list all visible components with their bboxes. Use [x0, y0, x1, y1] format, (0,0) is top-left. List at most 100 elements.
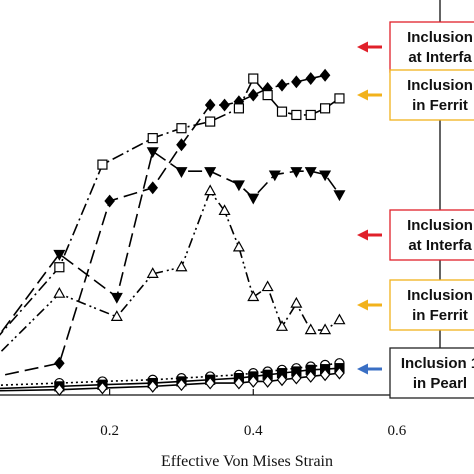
- data-point: [247, 193, 260, 205]
- data-point: [232, 180, 245, 192]
- data-point: [333, 313, 346, 325]
- data-point: [147, 181, 159, 195]
- x-axis-title: Effective Von Mises Strain: [161, 453, 333, 470]
- series-line: [0, 189, 340, 354]
- data-point: [275, 320, 289, 331]
- data-point: [54, 262, 65, 273]
- data-point: [247, 290, 260, 302]
- data-point: [319, 368, 331, 382]
- annotation-3: Inclusion at Interfa: [357, 209, 474, 261]
- data-point: [333, 190, 346, 202]
- annotation-box: [389, 209, 474, 261]
- series-line: [0, 362, 340, 386]
- data-point: [290, 167, 303, 178]
- x-tick-label: 0.6: [388, 423, 407, 439]
- annotation-text: Inclusion: [407, 77, 473, 94]
- x-tick-label: 0.2: [100, 423, 119, 439]
- series-4: [0, 184, 346, 354]
- data-point: [53, 286, 66, 298]
- annotation-text: in Pearl: [413, 375, 467, 392]
- data-point: [175, 167, 188, 178]
- data-point: [204, 167, 217, 178]
- data-point: [319, 103, 331, 114]
- annotation-1: Inclusion at Interfa: [357, 21, 474, 73]
- data-point: [204, 184, 217, 196]
- data-point: [147, 133, 158, 144]
- annotation-text: at Interfa: [408, 49, 472, 66]
- data-point: [205, 116, 216, 127]
- series-line: [0, 74, 326, 377]
- data-point: [147, 379, 159, 393]
- data-point: [305, 109, 316, 121]
- data-point: [305, 370, 317, 383]
- data-point: [219, 98, 230, 112]
- series-1: [0, 68, 331, 377]
- data-point: [262, 89, 273, 101]
- data-point: [97, 381, 108, 395]
- annotation-box: [389, 347, 474, 399]
- data-point: [110, 310, 123, 321]
- data-point: [268, 170, 281, 182]
- annotation-text: Inclusion: [407, 287, 473, 304]
- data-point: [232, 240, 245, 252]
- data-point: [247, 374, 259, 388]
- data-point: [233, 103, 245, 114]
- data-point: [319, 170, 332, 182]
- x-axis: 0.2 0.4 0.6: [100, 389, 407, 439]
- data-point: [204, 376, 216, 390]
- annotation-arrow-head: [357, 41, 368, 53]
- data-point: [334, 366, 345, 380]
- data-point: [305, 72, 317, 85]
- annotation-arrow-head: [357, 363, 368, 375]
- data-point: [276, 373, 288, 387]
- data-point: [276, 106, 288, 117]
- series-2: [0, 73, 345, 336]
- data-point: [290, 296, 303, 308]
- annotation-text: in Ferrit: [412, 307, 468, 324]
- annotation-box: [389, 69, 474, 121]
- annotation-text: Inclusion: [407, 217, 473, 234]
- series-3: [0, 147, 346, 336]
- data-point: [175, 260, 188, 272]
- data-point: [248, 73, 259, 84]
- x-tick-label: 0.4: [244, 423, 263, 439]
- data-point: [146, 147, 159, 159]
- data-point: [304, 323, 317, 335]
- data-point: [146, 267, 159, 278]
- annotation-arrow-head: [357, 299, 368, 311]
- data-point: [247, 88, 259, 102]
- data-point: [176, 123, 187, 134]
- annotation-text: in Ferrit: [412, 97, 468, 114]
- data-point: [104, 194, 115, 208]
- annotation-text: Inclusion: [407, 29, 473, 46]
- data-point: [334, 93, 345, 104]
- data-point: [291, 371, 302, 385]
- data-point: [218, 204, 231, 216]
- data-point: [110, 292, 123, 304]
- data-point: [53, 249, 66, 261]
- data-point: [261, 280, 274, 292]
- data-point: [176, 378, 187, 392]
- data-point: [304, 167, 317, 178]
- data-point: [176, 138, 187, 152]
- data-point: [319, 68, 331, 82]
- annotation-2: Inclusion in Ferrit: [357, 69, 474, 121]
- data-point: [291, 75, 302, 89]
- data-point: [54, 356, 65, 370]
- annotation-text: at Interfa: [408, 237, 472, 254]
- annotation-4: Inclusion in Ferrit: [357, 279, 474, 331]
- annotation-arrow-head: [357, 229, 368, 241]
- data-point: [276, 78, 288, 92]
- annotation-5: Inclusion 1 in Pearl: [357, 347, 474, 399]
- annotation-text: Inclusion 1: [401, 355, 474, 372]
- data-point: [319, 323, 332, 335]
- data-point: [97, 159, 108, 170]
- annotation-box: [389, 279, 474, 331]
- data-point: [262, 374, 273, 388]
- data-point: [291, 109, 302, 121]
- annotation-arrow-head: [357, 89, 368, 101]
- data-point: [233, 376, 245, 390]
- data-point: [204, 98, 216, 112]
